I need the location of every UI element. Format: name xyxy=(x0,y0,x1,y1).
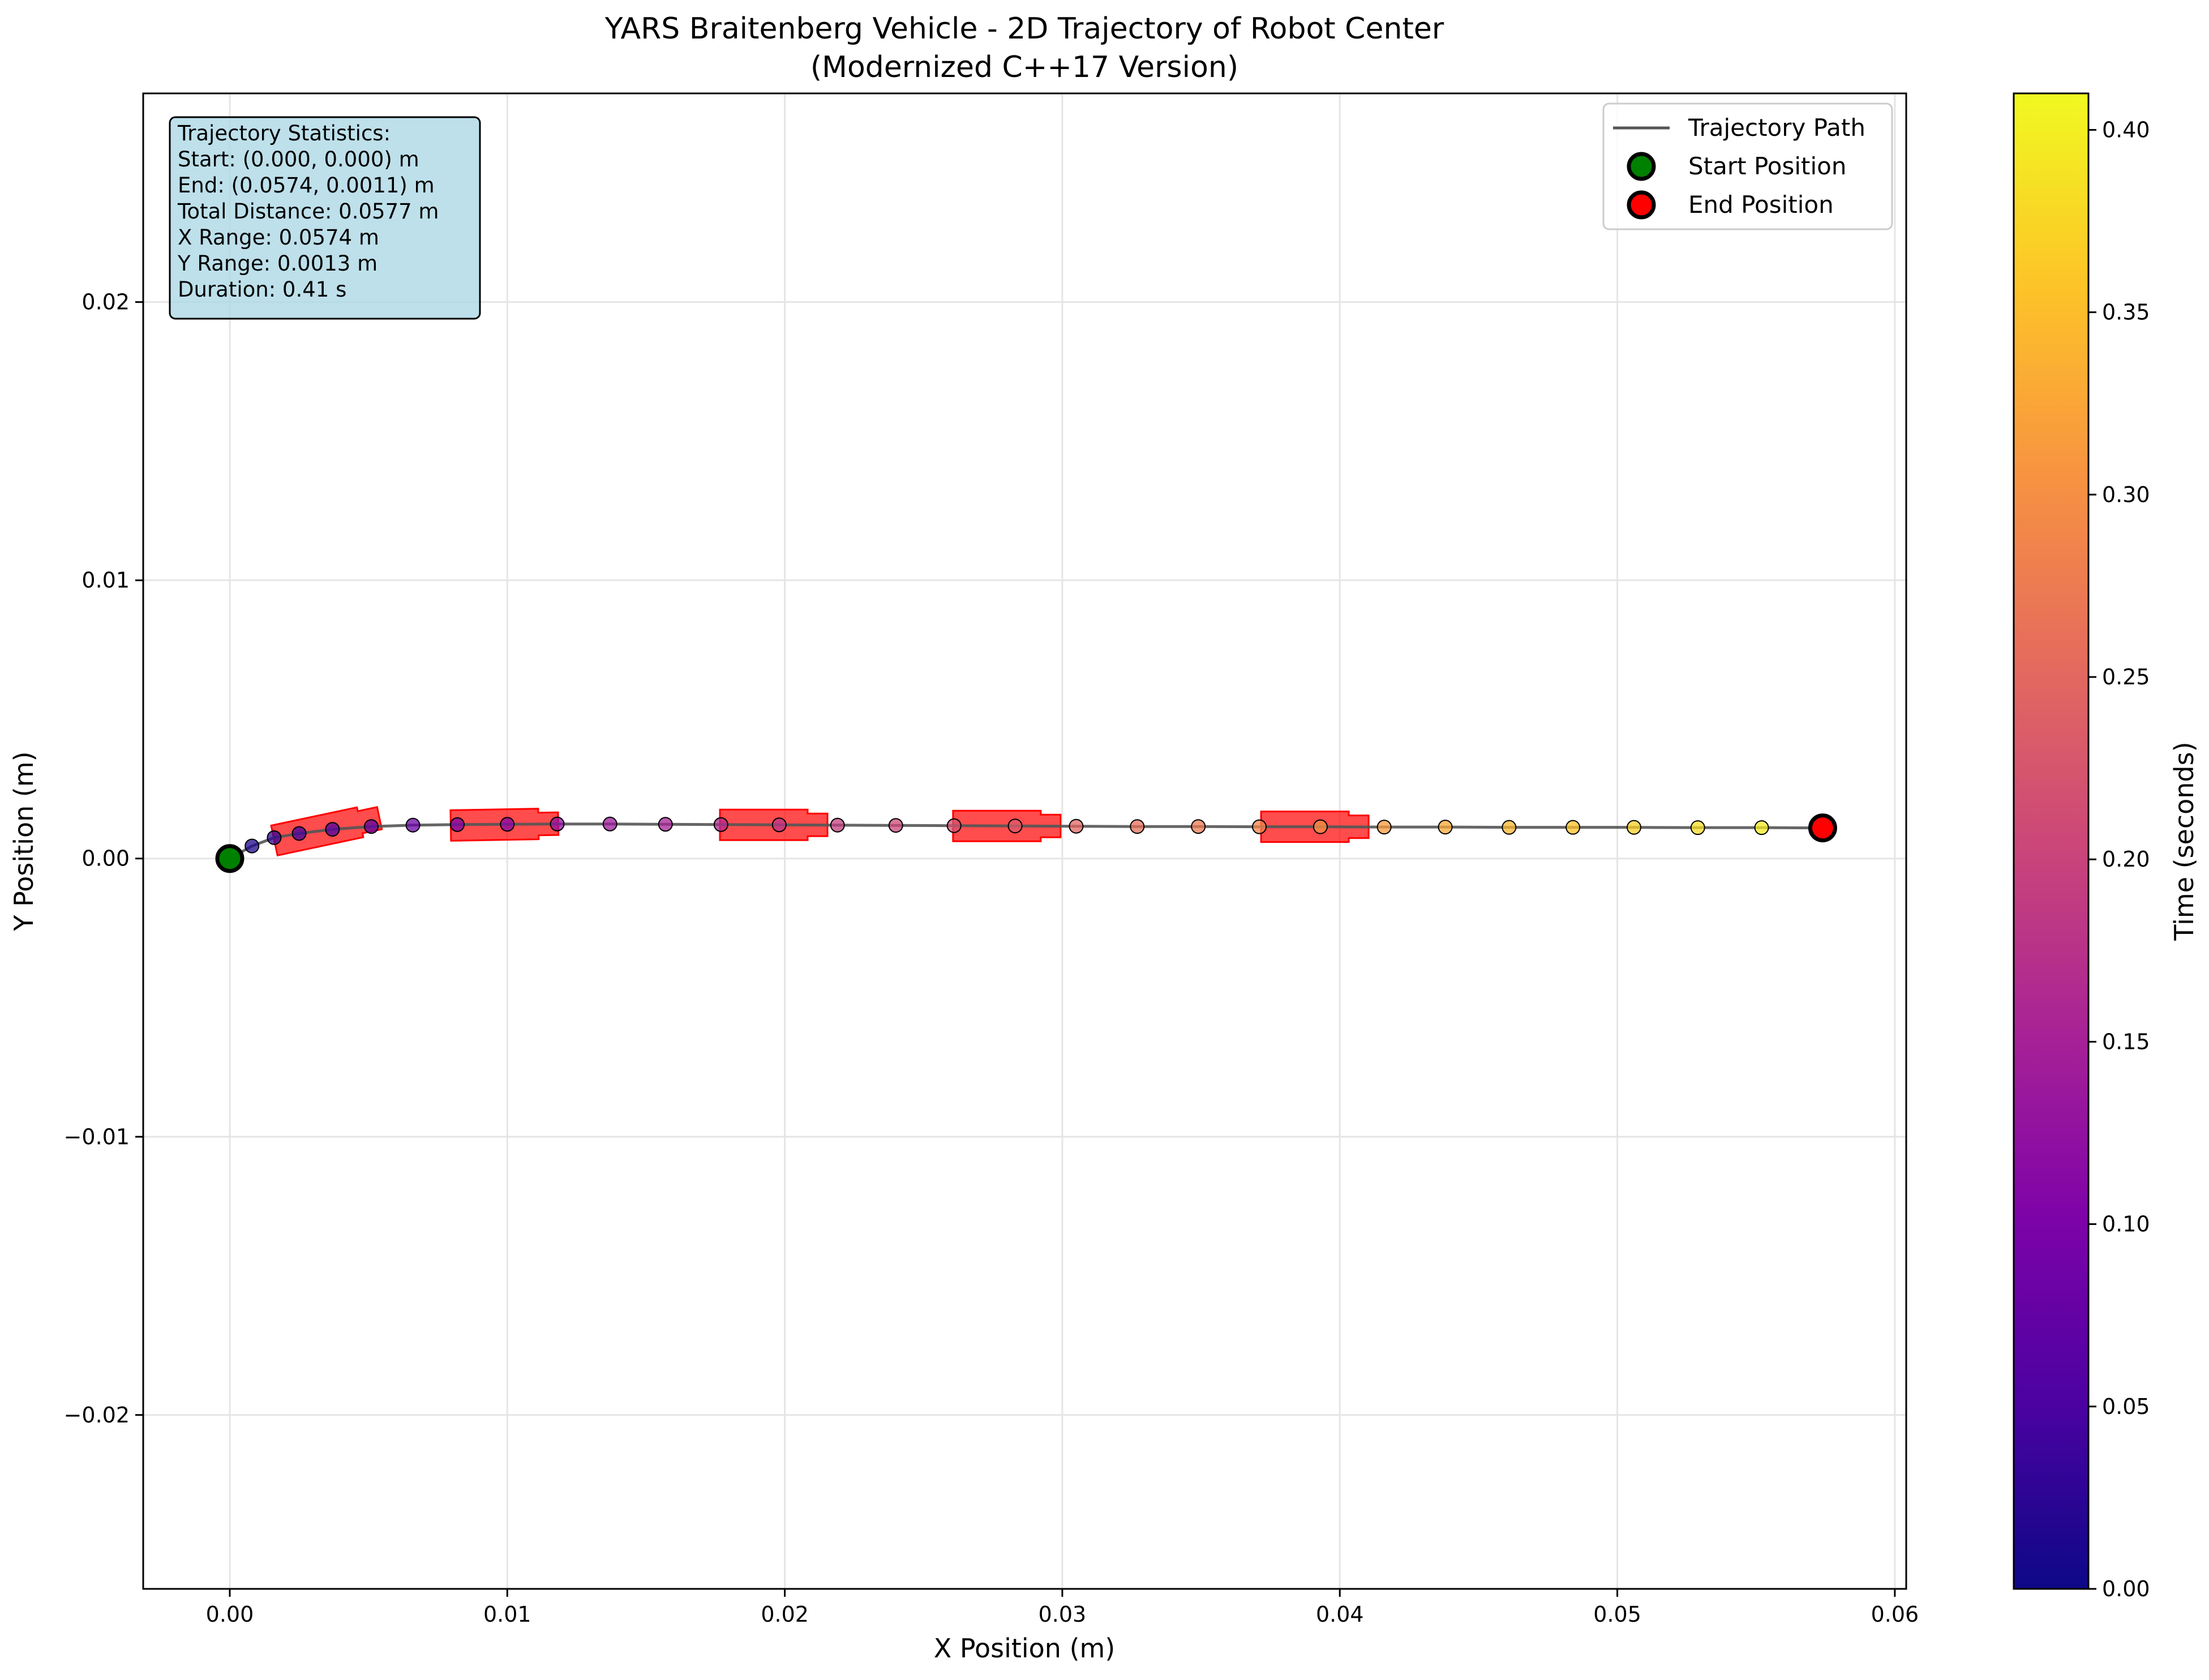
trajectory-point xyxy=(1191,819,1206,834)
trajectory-point xyxy=(1130,819,1145,834)
colorbar-tick-label: 0.30 xyxy=(2102,482,2150,507)
x-axis-label: X Position (m) xyxy=(934,1633,1116,1664)
trajectory-point xyxy=(405,817,421,833)
legend-label-end: End Position xyxy=(1688,191,1834,218)
colorbar-tick-label: 0.10 xyxy=(2102,1212,2150,1237)
trajectory-point xyxy=(1312,819,1328,834)
colorbar-tick-label: 0.15 xyxy=(2102,1029,2150,1054)
y-tick-label: 0.00 xyxy=(82,846,130,871)
y-tick-label: −0.02 xyxy=(64,1403,130,1428)
trajectory-point xyxy=(1007,818,1023,834)
stats-box-background xyxy=(169,116,481,320)
trajectory-point xyxy=(1754,820,1769,835)
colorbar-tick-label: 0.20 xyxy=(2102,847,2150,872)
colorbar-tick-label: 0.25 xyxy=(2102,665,2150,689)
stats-line: End: (0.0574, 0.0011) m xyxy=(178,173,435,198)
x-tick-label: 0.02 xyxy=(761,1602,809,1627)
trajectory-point xyxy=(888,818,903,833)
colorbar-label: Time (seconds) xyxy=(2169,742,2199,941)
trajectory-point xyxy=(1565,820,1581,835)
trajectory-point xyxy=(450,817,465,832)
x-tick-label: 0.05 xyxy=(1593,1602,1641,1627)
trajectory-point xyxy=(245,838,260,854)
legend-box xyxy=(1602,102,1893,230)
trajectory-point xyxy=(1252,819,1267,834)
colorbar-tick-label: 0.00 xyxy=(2102,1576,2150,1601)
data-layer xyxy=(215,806,1837,873)
colorbar-tick-label: 0.05 xyxy=(2102,1394,2150,1419)
colorbar-ticks: 0.00 0.05 0.10 0.15 0.20 0.25 0.30 0.35 0.40 xyxy=(2088,117,2150,1601)
stats-line: Trajectory Statistics: xyxy=(177,121,391,145)
legend-label-start: Start Position xyxy=(1688,152,1846,180)
trajectory-point xyxy=(946,818,962,833)
colorbar-tick-label: 0.40 xyxy=(2102,117,2150,142)
plot-frame xyxy=(142,92,1907,1590)
trajectory-point xyxy=(267,830,282,845)
grid-lines xyxy=(143,93,1906,1589)
trajectory-point xyxy=(364,819,379,834)
trajectory-point xyxy=(1690,820,1705,835)
y-tick-label: 0.01 xyxy=(82,568,130,593)
start-position-marker xyxy=(215,844,245,873)
trajectory-point xyxy=(550,816,565,832)
robot-markers xyxy=(270,806,1370,857)
stats-line: Start: (0.000, 0.000) m xyxy=(178,147,419,172)
stats-line: Total Distance: 0.0577 m xyxy=(177,199,439,224)
end-position-marker xyxy=(1808,813,1837,843)
stats-line: Y Range: 0.0013 m xyxy=(177,251,378,276)
y-tick-label: −0.01 xyxy=(64,1124,130,1149)
stats-box: Trajectory Statistics: Start: (0.000, 0.… xyxy=(169,116,481,320)
x-tick-label: 0.06 xyxy=(1871,1602,1919,1627)
chart-title-line2: (Modernized C++17 Version) xyxy=(810,50,1238,84)
trajectory-point xyxy=(830,817,845,833)
legend-start-swatch xyxy=(1627,152,1656,181)
trajectory-point xyxy=(713,817,728,832)
trajectory-point xyxy=(325,822,340,837)
trajectory-point xyxy=(1438,820,1453,835)
x-tick-label: 0.01 xyxy=(483,1602,531,1627)
colorbar-tick-label: 0.35 xyxy=(2102,300,2150,325)
trajectory-point xyxy=(602,816,617,832)
trajectory-point xyxy=(1376,820,1392,835)
colorbar-gradient xyxy=(2014,93,2088,1589)
y-tick-label: 0.02 xyxy=(82,290,130,315)
y-axis-label: Y Position (m) xyxy=(8,751,39,931)
stats-line: Duration: 0.41 s xyxy=(178,277,346,302)
stats-line: X Range: 0.0574 m xyxy=(178,225,379,250)
trajectory-point xyxy=(771,817,787,833)
trajectory-point xyxy=(1069,818,1084,834)
chart-title-line1: YARS Braitenberg Vehicle - 2D Trajectory… xyxy=(604,12,1444,46)
colorbar: 0.00 0.05 0.10 0.15 0.20 0.25 0.30 0.35 0.40 Tim… xyxy=(2013,92,2199,1601)
trajectory-point xyxy=(500,817,515,832)
x-tick-label: 0.04 xyxy=(1316,1602,1364,1627)
colorbar-frame xyxy=(2013,92,2090,1590)
legend-label-trajectory: Trajectory Path xyxy=(1688,114,1865,142)
trajectory-point xyxy=(658,817,673,832)
legend-end-swatch xyxy=(1627,190,1656,220)
x-tick-label: 0.03 xyxy=(1039,1602,1087,1627)
x-tick-label: 0.00 xyxy=(206,1602,254,1627)
legend: Trajectory Path Start Position End Posit… xyxy=(1602,102,1893,230)
x-axis-ticks: 0.00 0.01 0.02 0.03 0.04 0.05 0.06 xyxy=(206,1589,1919,1627)
trajectory-point xyxy=(1502,820,1517,835)
trajectory-point xyxy=(291,826,307,841)
y-axis-ticks: −0.02 −0.01 0.00 0.01 0.02 xyxy=(64,290,143,1428)
trajectory-point xyxy=(1626,820,1641,835)
